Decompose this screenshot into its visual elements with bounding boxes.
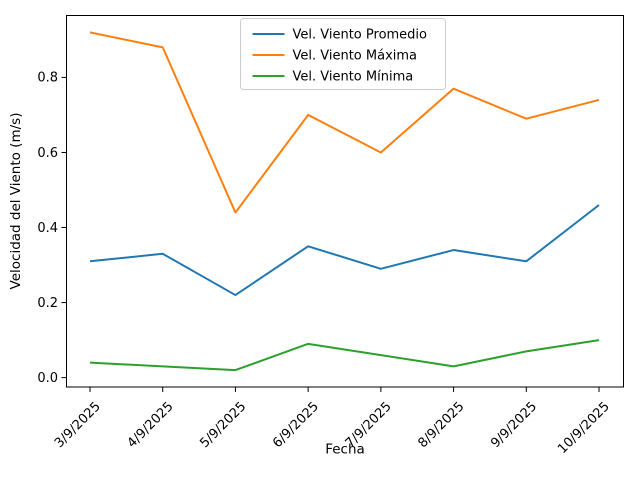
x-tick-label: 10/9/2025 xyxy=(555,399,613,457)
y-tick-label: 0.6 xyxy=(37,146,58,161)
plot-area: 0.0 0.2 0.4 0.6 0.8 3/9/2025 4/9/2025 5/9/2025 6… xyxy=(37,15,624,457)
series-line xyxy=(89,204,600,297)
axes-spines xyxy=(66,15,624,388)
legend-box xyxy=(240,18,446,90)
legend-item-label: Vel. Viento Promedio xyxy=(293,27,428,42)
x-tick-label: 6/9/2025 xyxy=(270,399,322,451)
x-tick-label: 3/9/2025 xyxy=(52,399,104,451)
y-tick-label: 0.8 xyxy=(37,71,58,86)
series-line xyxy=(89,31,600,214)
y-axis-label: Velocidad del Viento (m/s) xyxy=(8,113,24,290)
x-tick-label: 8/9/2025 xyxy=(416,399,468,451)
legend-item-label: Vel. Viento Máxima xyxy=(293,48,418,63)
legend-item-label: Vel. Viento Mínima xyxy=(293,69,414,84)
y-tick-label: 0.0 xyxy=(37,371,58,386)
series-line xyxy=(89,339,600,372)
x-axis-label: Fecha xyxy=(325,442,365,458)
x-tick-label: 5/9/2025 xyxy=(197,399,249,451)
y-tick-label: 0.2 xyxy=(37,296,58,311)
x-tick-label: 9/9/2025 xyxy=(488,399,540,451)
y-tick-label: 0.4 xyxy=(37,221,58,236)
x-tick-label: 4/9/2025 xyxy=(125,399,177,451)
